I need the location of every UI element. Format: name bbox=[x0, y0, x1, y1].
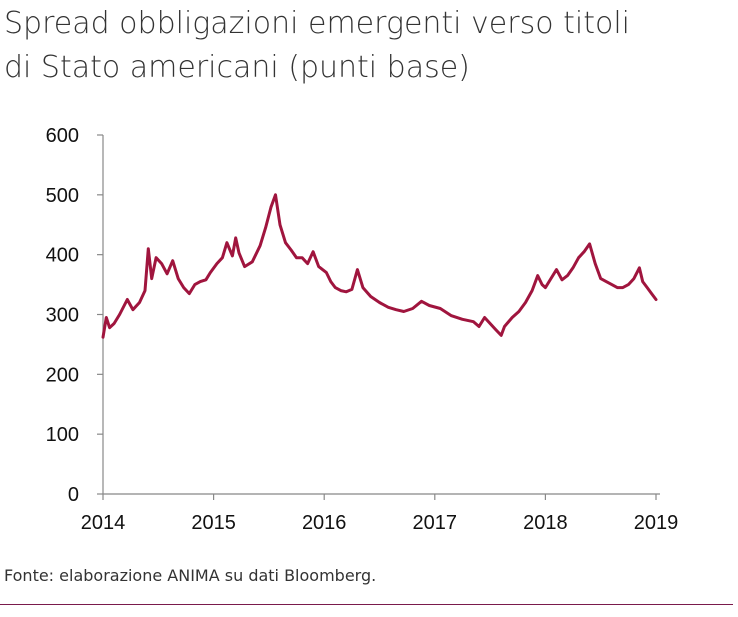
x-tick-label: 2014 bbox=[81, 512, 126, 534]
x-axis: 2014 2015 2016 2017 2018 2019 bbox=[81, 493, 679, 534]
y-tick-label: 100 bbox=[46, 424, 79, 446]
x-tick-label: 2019 bbox=[634, 512, 679, 534]
y-tick-label: 200 bbox=[46, 364, 79, 386]
bottom-divider bbox=[0, 604, 733, 605]
series-line bbox=[101, 193, 658, 339]
x-tick-label: 2016 bbox=[302, 512, 347, 534]
line-chart: 0 100 200 300 400 500 600 2014 2015 2016 2017 2018… bbox=[46, 125, 679, 534]
y-tick-label: 300 bbox=[46, 305, 79, 327]
y-tick-label: 600 bbox=[46, 125, 79, 147]
source-note: Fonte: elaborazione ANIMA su dati Bloomb… bbox=[4, 566, 377, 585]
y-tick-label: 500 bbox=[46, 185, 79, 207]
chart-title-line-1: Spread obbligazioni emergenti verso tito… bbox=[4, 6, 631, 41]
y-tick-label: 400 bbox=[46, 245, 79, 267]
chart-title-line-2: di Stato americani (punti base) bbox=[4, 50, 470, 85]
x-tick-label: 2018 bbox=[523, 512, 568, 534]
x-tick-label: 2015 bbox=[191, 512, 236, 534]
chart-title: Spread obbligazioni emergenti verso tito… bbox=[4, 2, 704, 90]
plot-area bbox=[101, 193, 658, 339]
y-tick-label: 0 bbox=[68, 484, 79, 506]
y-axis: 0 100 200 300 400 500 600 bbox=[46, 125, 104, 506]
x-tick-label: 2017 bbox=[413, 512, 458, 534]
